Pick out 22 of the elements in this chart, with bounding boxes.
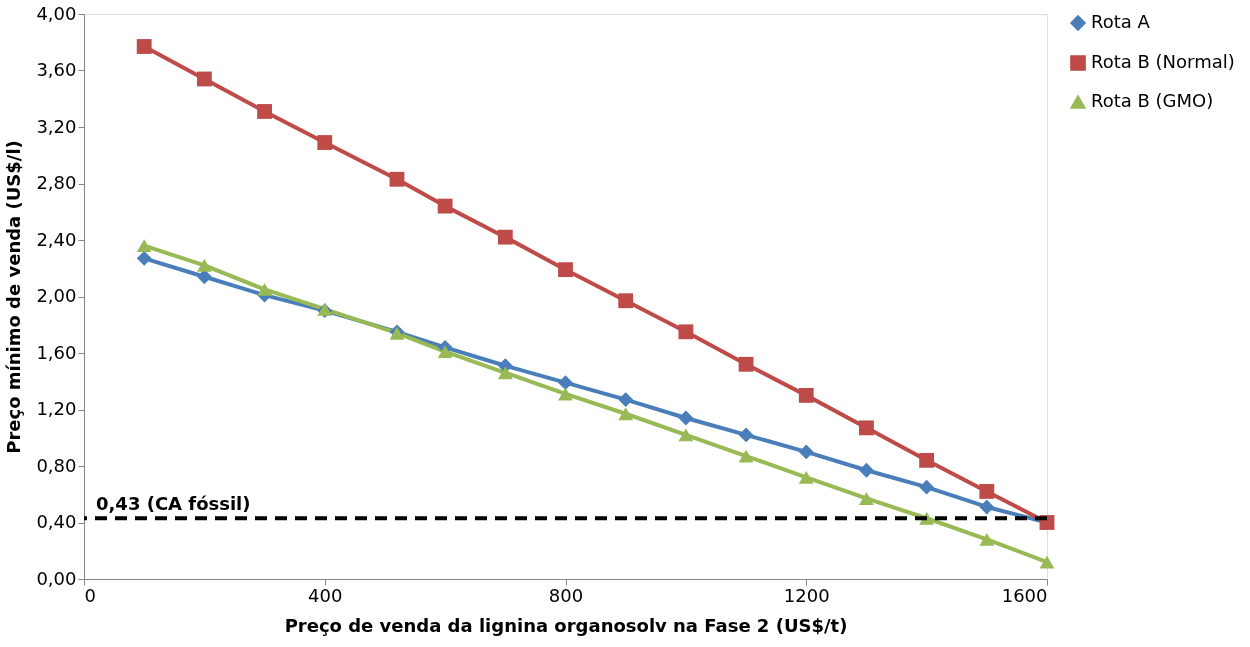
y-tick-label: 0,00 — [36, 567, 77, 589]
y-tick-label: 1,20 — [36, 398, 77, 419]
ref-line-label: 0,43 (CA fóssil) — [96, 493, 251, 515]
x-tick-label: 800 — [548, 584, 584, 606]
y-tick-label: 3,60 — [36, 59, 77, 80]
legend-label: Rota A — [1091, 11, 1151, 32]
y-tick-label: 3,20 — [36, 115, 77, 137]
x-tick-label: 1600 — [1001, 584, 1048, 606]
legend-label: Rota B (Normal) — [1091, 51, 1235, 72]
x-tick-label: 400 — [308, 584, 343, 606]
legend-label: Rota B (GMO) — [1091, 90, 1214, 111]
y-tick-label: 4,00 — [36, 2, 77, 24]
y-tick-label: 2,80 — [36, 172, 77, 193]
y-axis-title: Preço mínimo de venda (US$/l) — [3, 140, 25, 454]
y-tick-label: 2,40 — [36, 228, 77, 250]
x-tick-label: 1200 — [783, 584, 830, 606]
y-tick-label: 2,00 — [36, 285, 77, 306]
y-tick-label: 1,60 — [36, 341, 77, 363]
y-tick-label: 0,80 — [36, 454, 77, 476]
y-tick-label: 0,40 — [36, 511, 77, 532]
x-tick-label: 0 — [84, 584, 96, 606]
x-axis-title: Preço de venda da lignina organosolv na Fase 2 (US$/t) — [284, 614, 848, 636]
